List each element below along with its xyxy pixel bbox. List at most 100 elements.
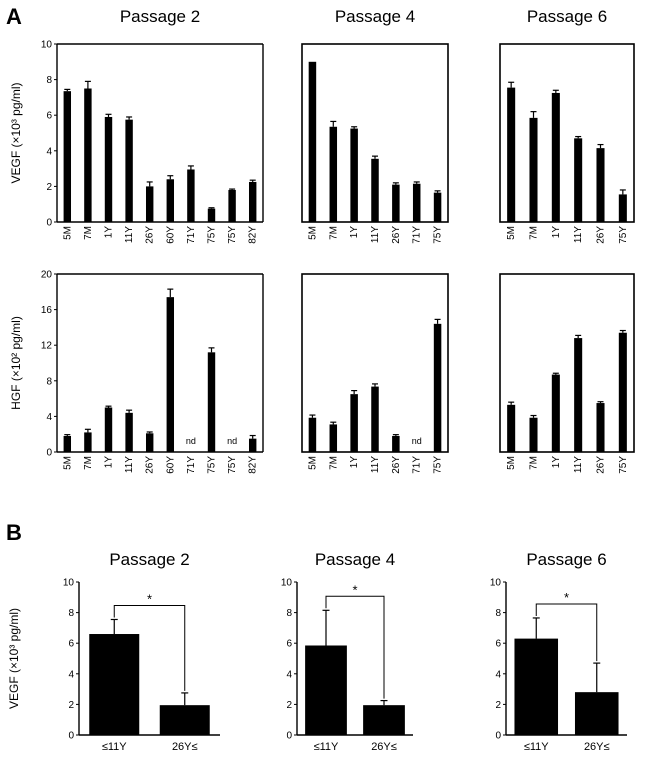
x-category-label: 26Y: [145, 456, 156, 474]
x-category-label: 75Y: [227, 456, 238, 474]
y-tick-label: 4: [495, 669, 501, 680]
bar: [207, 352, 216, 452]
x-category-label: 82Y: [248, 226, 259, 244]
bar: [228, 189, 236, 222]
x-category-label: 26Y: [391, 456, 402, 474]
x-category-label: 11Y: [370, 456, 381, 473]
bar: [551, 92, 560, 222]
bar: [63, 91, 72, 222]
bar: [166, 179, 175, 222]
x-category-label: 75Y: [207, 226, 218, 244]
bar: [574, 138, 583, 222]
bar: [433, 323, 442, 452]
x-category-label: 26Y: [145, 226, 156, 244]
bar: [529, 117, 538, 222]
panel-a-letter: A: [6, 4, 22, 29]
x-category-label: 75Y: [433, 226, 444, 244]
x-category-label: 5M: [506, 226, 517, 240]
bar: [433, 192, 442, 222]
bar: [207, 208, 216, 222]
y-tick-label: 2: [286, 700, 292, 711]
y-tick-label: 6: [46, 111, 52, 122]
bar: [104, 116, 113, 222]
bar: [145, 186, 154, 222]
y-tick-label: 4: [46, 146, 52, 157]
x-category-label: 11Y: [370, 226, 381, 243]
bar: [412, 183, 421, 222]
bar: [84, 88, 92, 222]
x-category-label: 60Y: [165, 226, 176, 244]
y-tick-label: 4: [286, 669, 292, 680]
chart-title: Passage 6: [526, 550, 606, 569]
y-tick-label: 8: [286, 608, 292, 619]
bar: [166, 297, 175, 452]
x-category-label: 5M: [62, 226, 73, 240]
x-category-label: 1Y: [349, 456, 360, 469]
bar: [618, 332, 627, 452]
x-category-label: 71Y: [412, 456, 423, 474]
x-category-label: ≤11Y: [524, 741, 549, 753]
bar: [574, 692, 619, 735]
x-category-label: 7M: [529, 456, 540, 470]
x-category-label: 26Y: [596, 226, 607, 244]
significance-bracket: [113, 604, 186, 691]
chart-title: Passage 2: [109, 550, 189, 569]
bar: [125, 119, 133, 222]
plot-frame: [499, 43, 635, 223]
x-category-label: 1Y: [104, 226, 115, 239]
y-tick-label: 2: [495, 700, 501, 711]
y-tick-label: 4: [68, 669, 74, 680]
x-category-label: 75Y: [618, 456, 629, 474]
x-category-label: 1Y: [551, 226, 562, 239]
x-category-label: 7M: [83, 226, 94, 240]
bar: [596, 403, 605, 452]
chart-b-p6: 0 2 4 6 8 10 Passage 6 ≤11Y 26Y≤ *: [490, 550, 627, 753]
x-category-label: 71Y: [186, 226, 197, 244]
x-category-label: 75Y: [207, 456, 218, 474]
bar: [104, 407, 113, 452]
chart-title: Passage 2: [120, 7, 200, 26]
charts: 0 2 4 6 8 10 VEGF (×10³ pg/ml) Passage 2 5M 7M 1Y 1…: [7, 7, 635, 753]
bar: [507, 404, 516, 452]
bar: [125, 412, 133, 452]
y-tick-label: 8: [495, 608, 501, 619]
x-category-label: 1Y: [551, 456, 562, 469]
bar: [145, 433, 154, 452]
nd-annotation: nd: [227, 436, 237, 446]
bar: [618, 194, 627, 222]
chart-a-vegf-p2: 0 2 4 6 8 10 VEGF (×10³ pg/ml) Passage 2 5M 7M 1Y 1…: [9, 7, 264, 244]
bar: [371, 158, 379, 222]
y-tick-label: 0: [68, 731, 74, 742]
y-tick-label: 4: [46, 412, 52, 423]
bar: [392, 184, 400, 222]
bar: [308, 417, 317, 452]
y-tick-label: 2: [46, 182, 52, 193]
x-category-label: 75Y: [618, 226, 629, 244]
plot-frame: [499, 273, 635, 453]
y-tick-label: 2: [68, 700, 74, 711]
x-category-label: 5M: [307, 456, 318, 470]
significance-marker: *: [147, 591, 152, 606]
bar: [363, 705, 405, 735]
significance-bracket: [325, 595, 385, 699]
x-category-label: 26Y≤: [172, 741, 198, 753]
x-category-label: ≤11Y: [314, 741, 339, 753]
y-tick-label: 20: [41, 270, 53, 281]
chart-a-hgf-p6: 5M 7M 1Y 11Y 26Y 75Y: [499, 273, 635, 474]
x-category-label: 5M: [307, 226, 318, 240]
significance-marker: *: [564, 590, 569, 605]
x-category-label: 26Y≤: [584, 741, 610, 753]
nd-annotation: nd: [412, 436, 422, 446]
y-tick-label: 6: [495, 639, 501, 650]
y-tick-label: 8: [46, 75, 52, 86]
x-category-label: 1Y: [104, 456, 115, 469]
x-category-label: 5M: [62, 456, 73, 470]
x-category-label: 26Y≤: [371, 741, 397, 753]
x-category-label: 71Y: [412, 226, 423, 244]
bar: [89, 634, 140, 735]
bar: [84, 432, 92, 452]
chart-title: Passage 4: [335, 7, 415, 26]
x-category-label: 7M: [529, 226, 540, 240]
x-category-label: ≤11Y: [102, 741, 127, 753]
